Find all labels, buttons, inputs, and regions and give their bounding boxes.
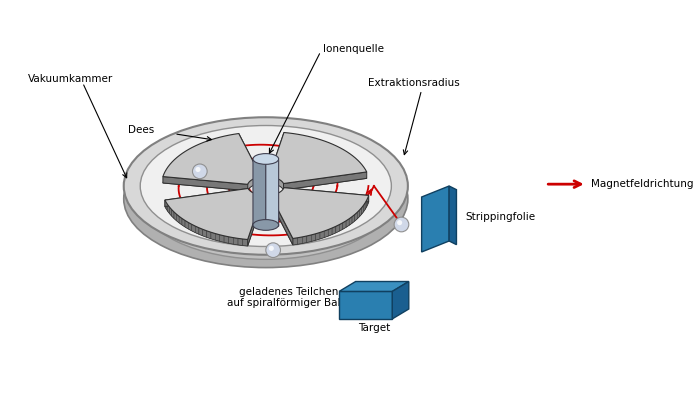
Polygon shape (307, 235, 312, 242)
Polygon shape (328, 228, 332, 236)
Polygon shape (243, 239, 248, 246)
Polygon shape (360, 208, 362, 216)
Polygon shape (167, 203, 168, 211)
Polygon shape (192, 224, 195, 232)
Polygon shape (165, 188, 248, 206)
Polygon shape (368, 195, 369, 204)
Polygon shape (163, 140, 261, 191)
Polygon shape (339, 281, 409, 292)
Polygon shape (163, 134, 261, 184)
Polygon shape (215, 234, 220, 241)
Polygon shape (165, 200, 167, 209)
Polygon shape (421, 186, 449, 252)
Polygon shape (332, 226, 336, 234)
Polygon shape (339, 292, 392, 319)
Polygon shape (271, 195, 293, 245)
Polygon shape (320, 231, 324, 239)
Polygon shape (239, 134, 261, 183)
Polygon shape (266, 158, 279, 226)
Polygon shape (185, 221, 188, 229)
Polygon shape (211, 232, 215, 240)
Text: Ionenquelle: Ionenquelle (323, 43, 384, 54)
Ellipse shape (124, 130, 408, 268)
Polygon shape (271, 194, 369, 245)
Polygon shape (229, 237, 233, 244)
Ellipse shape (140, 138, 391, 259)
Polygon shape (269, 132, 367, 184)
Ellipse shape (140, 126, 391, 247)
Text: Magnetfeldrichtung: Magnetfeldrichtung (592, 179, 694, 189)
Text: Target: Target (358, 323, 390, 333)
Polygon shape (298, 237, 302, 244)
Circle shape (397, 220, 402, 225)
Polygon shape (355, 212, 357, 221)
Polygon shape (224, 236, 229, 243)
Circle shape (269, 246, 274, 251)
Polygon shape (284, 188, 369, 202)
Polygon shape (449, 186, 456, 245)
Polygon shape (312, 234, 316, 241)
Text: Strippingfolie: Strippingfolie (466, 212, 536, 222)
Polygon shape (248, 195, 262, 246)
Text: Vakuumkammer: Vakuumkammer (27, 74, 113, 84)
Polygon shape (343, 221, 346, 229)
Polygon shape (165, 195, 262, 246)
Polygon shape (352, 214, 355, 223)
Polygon shape (336, 225, 340, 233)
Polygon shape (168, 205, 169, 214)
Text: geladenes Teilchen
auf spiralförmiger Bahn: geladenes Teilchen auf spiralförmiger Ba… (227, 287, 351, 309)
Polygon shape (293, 238, 297, 245)
Circle shape (193, 164, 207, 178)
Polygon shape (195, 226, 199, 234)
Polygon shape (203, 229, 206, 237)
Polygon shape (349, 217, 352, 225)
Polygon shape (271, 188, 369, 238)
Polygon shape (340, 223, 343, 231)
Circle shape (266, 243, 281, 258)
Polygon shape (238, 238, 243, 245)
Polygon shape (163, 177, 248, 191)
Polygon shape (392, 281, 409, 319)
Ellipse shape (253, 154, 279, 164)
Polygon shape (165, 188, 262, 240)
Polygon shape (169, 207, 172, 216)
Polygon shape (362, 205, 363, 214)
Text: Extraktionsradius: Extraktionsradius (368, 78, 460, 88)
Polygon shape (179, 216, 182, 225)
Ellipse shape (124, 117, 408, 255)
Circle shape (394, 217, 409, 232)
Ellipse shape (253, 219, 279, 230)
Polygon shape (174, 212, 176, 221)
Polygon shape (182, 218, 185, 227)
Polygon shape (253, 158, 266, 226)
Polygon shape (302, 236, 307, 243)
Polygon shape (188, 223, 192, 231)
Polygon shape (233, 238, 238, 245)
Polygon shape (324, 230, 328, 238)
Polygon shape (206, 231, 211, 239)
Polygon shape (176, 214, 179, 223)
Polygon shape (365, 201, 367, 209)
Circle shape (195, 167, 200, 172)
Polygon shape (199, 228, 203, 236)
Polygon shape (284, 172, 367, 190)
Polygon shape (346, 219, 349, 227)
Text: Dees: Dees (128, 125, 155, 135)
Polygon shape (367, 198, 368, 207)
Polygon shape (269, 139, 367, 190)
Polygon shape (220, 235, 224, 242)
Polygon shape (316, 232, 320, 240)
Polygon shape (172, 210, 174, 218)
Polygon shape (357, 210, 360, 219)
Polygon shape (363, 203, 365, 212)
Polygon shape (269, 132, 284, 183)
